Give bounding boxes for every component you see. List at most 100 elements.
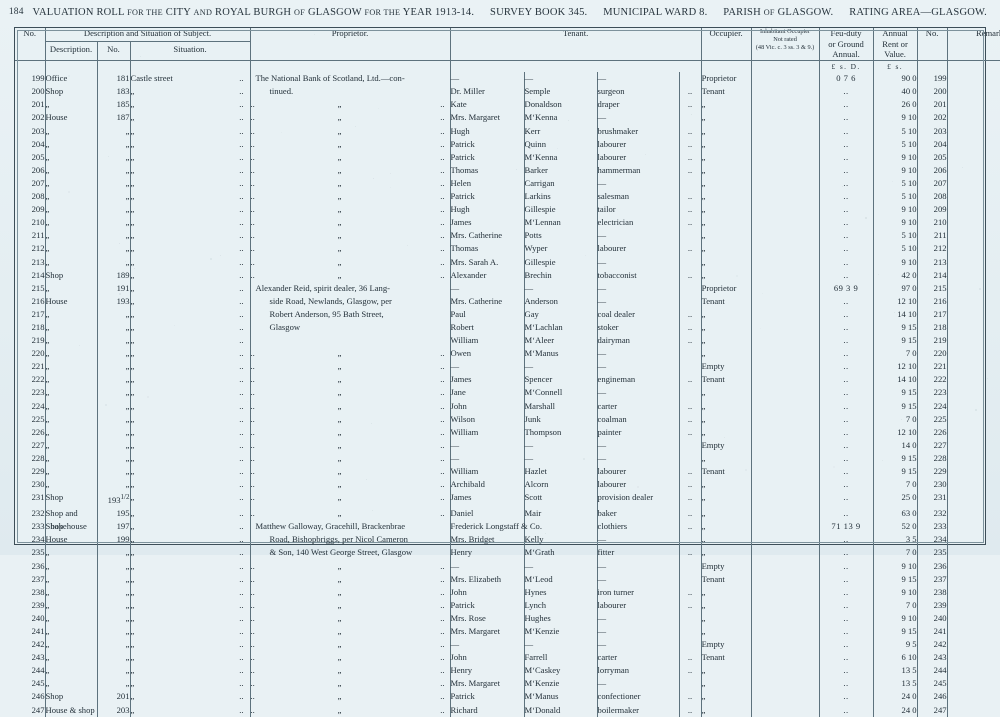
table-row[interactable]: 239 „ „ „.... „.. Patrick Lynch labourer.. „.. 7 … bbox=[15, 599, 1000, 612]
table-row[interactable]: 235 „ „ „.. Henry M‘Grath fitter.. „.. 7 0 235 bbox=[15, 546, 1000, 559]
row-number: 200 bbox=[15, 85, 45, 98]
row-feu-duty: .. bbox=[819, 400, 873, 413]
row-tenant-occupation: — bbox=[597, 625, 679, 638]
paper-speck bbox=[119, 293, 121, 295]
row-tenant-occupation: — bbox=[597, 111, 679, 124]
table-row[interactable]: 209 „ „ „.... „.. Hugh Gillespie tailor.. „.. 9 1… bbox=[15, 203, 1000, 216]
table-row[interactable]: 222 „ „ „.... „.. James Spencer engineman.. Tena… bbox=[15, 373, 1000, 386]
table-row[interactable]: 236 „ „ „.... „.. — — — Empty.. 9 10 236 bbox=[15, 560, 1000, 573]
row-description-number: „ bbox=[97, 216, 130, 229]
table-row[interactable]: 238 „ „ „.... „.. John Hynes iron turner.. „.. 9 … bbox=[15, 586, 1000, 599]
row-number: 243 bbox=[15, 651, 45, 664]
row-tenant-dots: .. bbox=[679, 242, 701, 255]
table-row[interactable]: 217 „ „ „.. Paul Gay coal dealer.. „.. 14 10 217 bbox=[15, 308, 1000, 321]
table-row[interactable]: 202 House 187 „.... „.. Mrs. Margaret M‘Kenna —… bbox=[15, 111, 1000, 124]
table-row[interactable]: 245 „ „ „.... „.. Mrs. Margaret M‘Kenzie — „.. 13… bbox=[15, 677, 1000, 690]
table-row[interactable]: 227 „ „ „.... „.. — — — Empty.. 14 0 227 bbox=[15, 439, 1000, 452]
table-row[interactable]: 240 „ „ „.... „.. Mrs. Rose Hughes — „.. 9 10 240 bbox=[15, 612, 1000, 625]
row-inhabitant-occupier bbox=[751, 229, 819, 242]
table-row[interactable]: 229 „ „ „.... „.. William Hazlet labourer.. Tena… bbox=[15, 465, 1000, 478]
row-tenant-occupation: — bbox=[597, 347, 679, 360]
row-tenant-surname: Hughes bbox=[524, 612, 597, 625]
table-row[interactable]: 244 „ „ „.... „.. Henry M‘Caskey lorryman.. „.. 1… bbox=[15, 664, 1000, 677]
row-occupier: Empty bbox=[701, 439, 751, 452]
table-row[interactable]: 216 House 193 „.. Mrs. Catherine Anderson — Ten… bbox=[15, 295, 1000, 308]
table-row[interactable]: 247 House & shop 203 „.... „.. Richard M‘Donal… bbox=[15, 704, 1000, 717]
row-situation: „.. bbox=[130, 439, 250, 452]
row-situation: „.. bbox=[130, 533, 250, 546]
table-row[interactable]: 204 „ „ „.... „.. Patrick Quinn labourer.. „.. 5 … bbox=[15, 138, 1000, 151]
row-tenant-dots: .. bbox=[679, 269, 701, 282]
col-header-annual-rent: Annual Rent or Value. bbox=[873, 28, 917, 61]
table-row[interactable]: 233 Shop 197 „.. Matthew Galloway, Gracehill… bbox=[15, 520, 1000, 533]
table-row[interactable]: 205 „ „ „.... „.. Patrick M‘Kenna labourer.. „..… bbox=[15, 151, 1000, 164]
row-description-number: 183 bbox=[97, 85, 130, 98]
row-proprietor: .. „.. bbox=[250, 190, 450, 203]
row-tenant-dots: .. bbox=[679, 690, 701, 703]
row-situation: „.. bbox=[130, 651, 250, 664]
table-row[interactable]: 203 „ „ „.... „.. Hugh Kerr brushmaker.. „.. 5 10… bbox=[15, 125, 1000, 138]
row-tenant-dots: .. bbox=[679, 308, 701, 321]
paper-speck bbox=[851, 5, 852, 6]
row-number-right: 218 bbox=[917, 321, 947, 334]
table-row[interactable]: 234 House 199 „.. Mrs. Bridget Kelly — „.. 3 5 23… bbox=[15, 533, 1000, 546]
table-row[interactable]: 219 „ „ „.. William M‘Aleer dairyman.. „.. 9 15 2… bbox=[15, 334, 1000, 347]
table-row[interactable]: 246 Shop 201 „.... „.. Patrick M‘Manus confecti… bbox=[15, 690, 1000, 703]
table-row[interactable]: 215 „ 191 „.. Alexander Reid, spirit dealer,… bbox=[15, 282, 1000, 295]
table-row[interactable]: 241 „ „ „.... „.. Mrs. Margaret M‘Kenzie — „.. 9 … bbox=[15, 625, 1000, 638]
table-row[interactable]: 208 „ „ „.... „.. Patrick Larkins salesman.. „..… bbox=[15, 190, 1000, 203]
table-row[interactable]: 228 „ „ „.... „.. — — — „.. 9 15 228 bbox=[15, 452, 1000, 465]
table-row[interactable]: 231 Shop 1931/2 „.... „.. James Scott provision… bbox=[15, 491, 1000, 507]
table-row[interactable]: 199 Office 181 Castle street.. The National … bbox=[15, 72, 1000, 85]
table-row[interactable]: 218 „ „ „.. Robert M‘Lachlan stoker.. „.. 9 15 21… bbox=[15, 321, 1000, 334]
row-proprietor: .. „.. bbox=[250, 704, 450, 717]
row-description: „ bbox=[45, 386, 97, 399]
row-number: 246 bbox=[15, 690, 45, 703]
row-feu-duty: .. bbox=[819, 664, 873, 677]
table-row[interactable]: 226 „ „ „.... „.. William Thompson painter.. „..… bbox=[15, 426, 1000, 439]
table-row[interactable]: 232 Shop and bakehouse 195 „.... „.. Daniel Mai… bbox=[15, 507, 1000, 520]
table-row[interactable]: 230 „ „ „.... „.. Archibald Alcorn labourer.. „.… bbox=[15, 478, 1000, 491]
row-tenant-occupation: — bbox=[597, 677, 679, 690]
row-tenant-surname: — bbox=[524, 72, 597, 85]
parish-of: OF bbox=[764, 8, 775, 17]
paper-speck bbox=[760, 328, 761, 329]
table-row[interactable]: 223 „ „ „.... „.. Jane M‘Connell — „.. 9 15 223 bbox=[15, 386, 1000, 399]
row-proprietor: .. „.. bbox=[250, 177, 450, 190]
row-tenant-dots: .. bbox=[679, 507, 701, 520]
table-row[interactable]: 212 „ „ „.... „.. Thomas Wyper labourer.. „.. 5 1… bbox=[15, 242, 1000, 255]
table-row[interactable]: 211 „ „ „.... „.. Mrs. Catherine Potts — „.. 5 10… bbox=[15, 229, 1000, 242]
table-row[interactable]: 207 „ „ „.... „.. Helen Carrigan — „.. 5 10 207 bbox=[15, 177, 1000, 190]
row-situation: „.. bbox=[130, 638, 250, 651]
row-occupier: Empty bbox=[701, 638, 751, 651]
table-row[interactable]: 237 „ „ „.... „.. Mrs. Elizabeth M‘Leod — Tenant… bbox=[15, 573, 1000, 586]
table-row[interactable]: 243 „ „ „.... „.. John Farrell carter.. Tenant..… bbox=[15, 651, 1000, 664]
paper-speck bbox=[781, 542, 782, 543]
table-row[interactable]: 225 „ „ „.... „.. Wilson Junk coalman.. „.. 7 0 22… bbox=[15, 413, 1000, 426]
row-tenant-forename: James bbox=[450, 373, 524, 386]
row-inhabitant-occupier bbox=[751, 533, 819, 546]
table-row[interactable]: 210 „ „ „.... „.. James M‘Lennan electrician.. „… bbox=[15, 216, 1000, 229]
table-row[interactable]: 200 Shop 183 „.. Dr. Miller Semple surgeon.. Te… bbox=[15, 85, 1000, 98]
row-proprietor: .. „.. bbox=[250, 203, 450, 216]
row-number-right: 217 bbox=[917, 308, 947, 321]
table-row[interactable]: 214 Shop 189 „.... „.. Alexander Brechin tobacc… bbox=[15, 269, 1000, 282]
row-occupier: „ bbox=[701, 612, 751, 625]
table-row[interactable]: 201 „ 185 „.... „.. Kate Donaldson draper.. „.. 2… bbox=[15, 98, 1000, 111]
table-row[interactable]: 221 „ „ „.... „.. — — — Empty.. 12 10 221 bbox=[15, 360, 1000, 373]
table-row[interactable]: 213 „ „ „.... „.. Mrs. Sarah A. Gillespie — „.. 9… bbox=[15, 256, 1000, 269]
table-row[interactable]: 224 „ „ „.... „.. John Marshall carter.. „.. 9 15… bbox=[15, 400, 1000, 413]
row-number-right: 206 bbox=[917, 164, 947, 177]
table-row[interactable]: 220 „ „ „.... „.. Owen M‘Manus — „.. 7 0 220 bbox=[15, 347, 1000, 360]
row-tenant-occupation: iron turner bbox=[597, 586, 679, 599]
row-tenant-forename: James bbox=[450, 216, 524, 229]
row-annual-rent: 12 10 bbox=[873, 295, 917, 308]
row-number-right: 246 bbox=[917, 690, 947, 703]
paper-speck bbox=[557, 148, 558, 149]
row-tenant-occupation: salesman bbox=[597, 190, 679, 203]
row-tenant-occupation: provision dealer bbox=[597, 491, 679, 507]
table-row[interactable]: 206 „ „ „.... „.. Thomas Barker hammerman.. „.. 9… bbox=[15, 164, 1000, 177]
row-proprietor: .. „.. bbox=[250, 599, 450, 612]
row-description: „ bbox=[45, 426, 97, 439]
table-row[interactable]: 242 „ „ „.... „.. — — — Empty.. 9 5 242 bbox=[15, 638, 1000, 651]
